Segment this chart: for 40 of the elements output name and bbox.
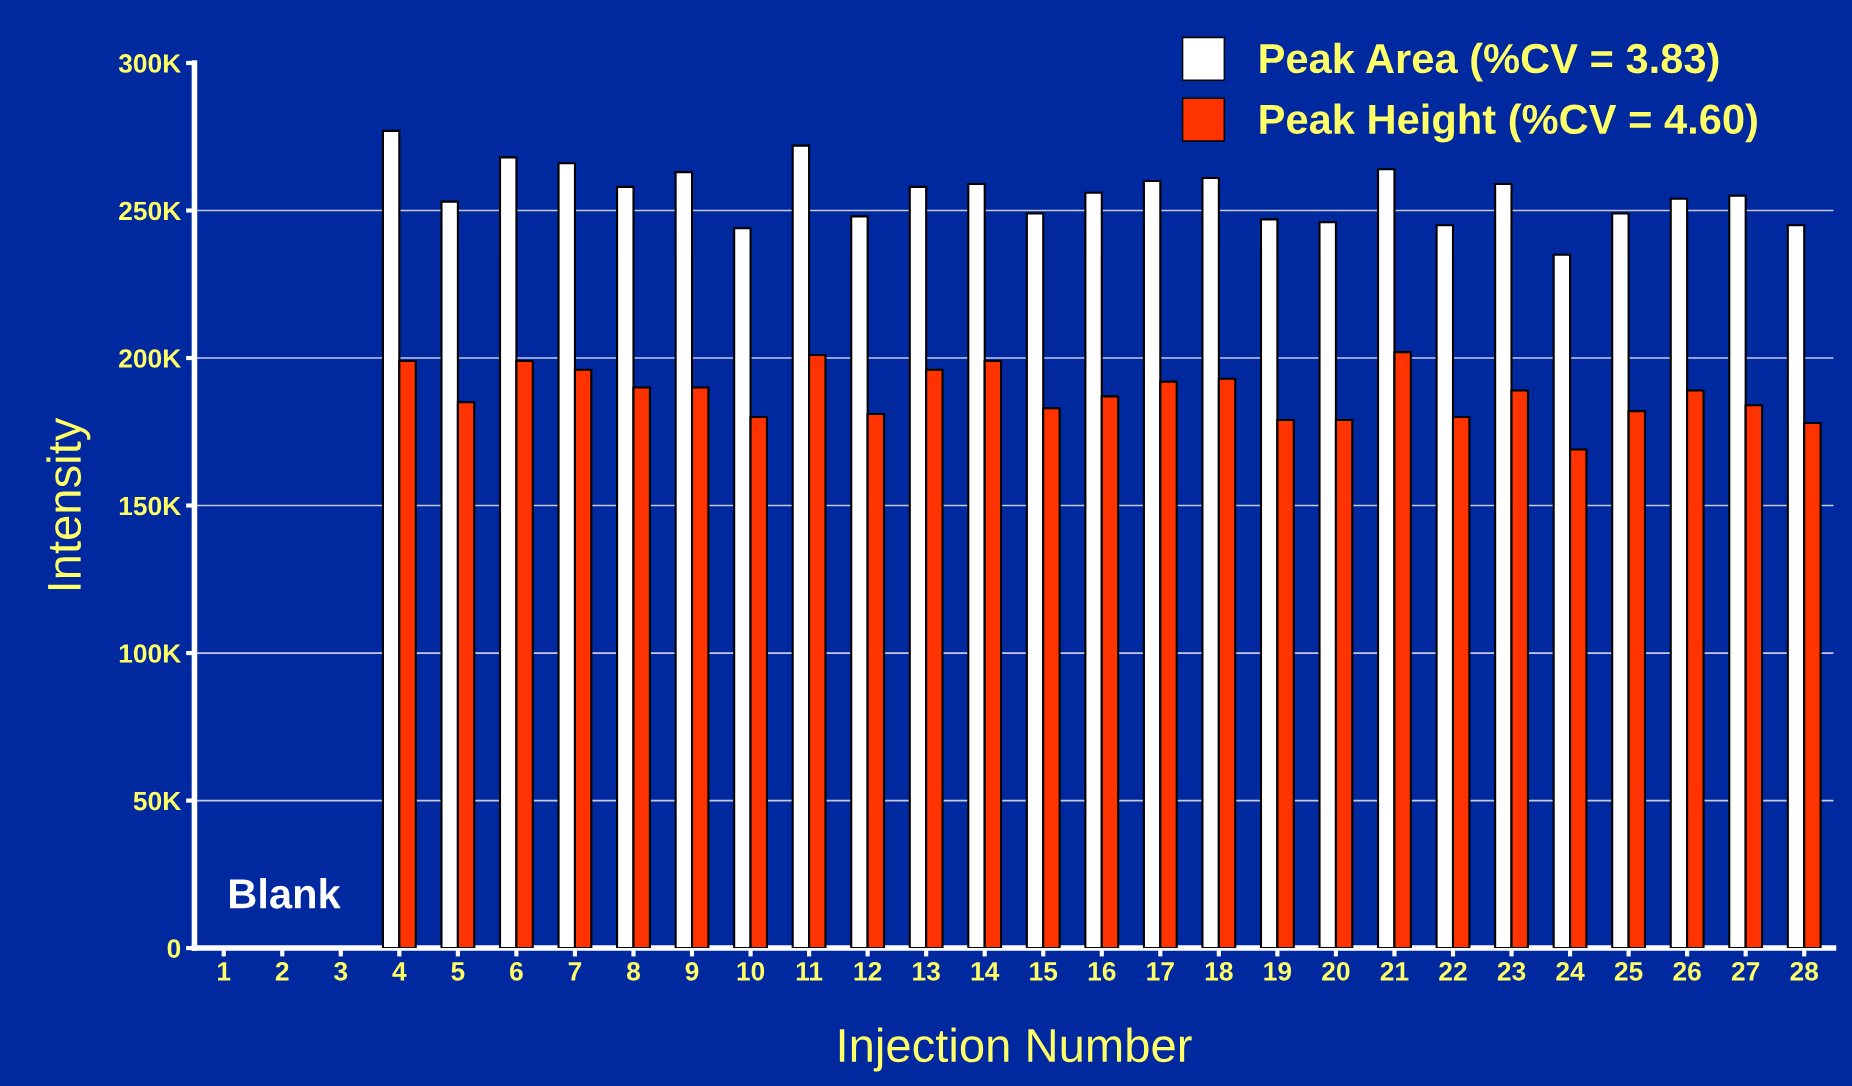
x-tick-label: 25 — [1614, 961, 1643, 981]
x-tick-label: 20 — [1322, 961, 1350, 981]
x-tick-label: 19 — [1264, 961, 1292, 981]
x-tick-label: 7 — [568, 962, 582, 981]
x-tick-label: 2 — [275, 961, 289, 981]
x-tick-label: 21 — [1380, 961, 1409, 981]
y-axis-title: Intensity — [46, 417, 91, 590]
y-tick-label: 0 — [167, 939, 181, 958]
x-tick-label: 13 — [913, 961, 940, 981]
x-tick-label: 5 — [451, 962, 465, 981]
x-tick-label: 17 — [1147, 962, 1174, 981]
x-tick-label: 11 — [796, 962, 823, 981]
x-tick-label: 16 — [1088, 961, 1116, 981]
x-tick-label: 22 — [1439, 961, 1467, 981]
x-tick-label: 28 — [1790, 961, 1819, 981]
x-tick-label: 26 — [1673, 961, 1701, 981]
legend-label: Peak Area (%CV = 3.83) — [1260, 42, 1719, 82]
x-tick-label: 14 — [971, 962, 1000, 981]
x-tick-label: 6 — [510, 961, 523, 981]
y-tick-label: 50K — [133, 791, 182, 811]
x-axis-title: Injection Number — [839, 1027, 1192, 1072]
x-tick-label: 10 — [737, 961, 765, 981]
y-tick-label: 200K — [119, 349, 182, 368]
x-tick-label: 15 — [1030, 962, 1058, 981]
x-tick-label: 18 — [1205, 961, 1233, 981]
y-tick-label: 300K — [118, 54, 182, 73]
x-tick-label: 24 — [1556, 961, 1585, 981]
y-tick-label: 150K — [119, 496, 182, 516]
y-tick-label: 250K — [119, 201, 182, 221]
y-tick-label: 100K — [119, 644, 182, 663]
x-tick-label: 23 — [1497, 961, 1526, 981]
x-tick-label: 9 — [685, 961, 699, 981]
x-tick-label: 1 — [218, 962, 231, 981]
x-tick-label: 12 — [854, 961, 882, 981]
x-tick-label: 3 — [334, 961, 348, 981]
x-tick-label: 8 — [626, 961, 641, 981]
x-tick-label: 4 — [392, 962, 407, 981]
legend-label: Peak Height (%CV = 4.60) — [1260, 103, 1757, 143]
x-tick-label: 27 — [1731, 961, 1760, 981]
annotation: Blank — [230, 878, 341, 909]
